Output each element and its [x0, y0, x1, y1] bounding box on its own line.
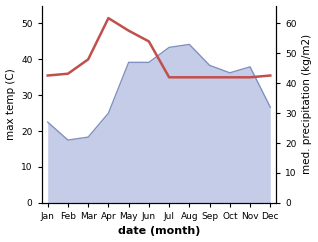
Y-axis label: max temp (C): max temp (C): [5, 68, 16, 140]
X-axis label: date (month): date (month): [118, 227, 200, 236]
Y-axis label: med. precipitation (kg/m2): med. precipitation (kg/m2): [302, 34, 313, 174]
